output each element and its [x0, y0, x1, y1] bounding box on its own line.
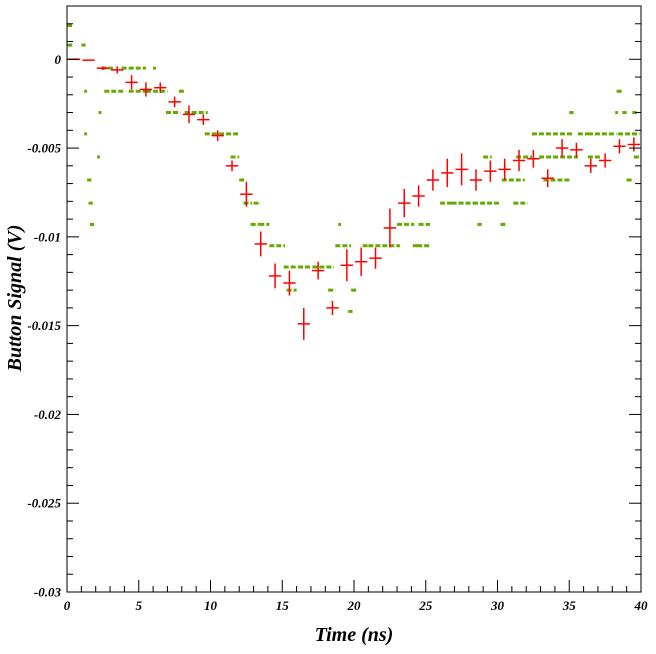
mean-point [297, 307, 310, 340]
y-tick-label: -0.025 [27, 496, 61, 511]
x-tick-label: 0 [64, 598, 71, 613]
y-tick-label: 0 [55, 52, 62, 67]
mean-point [383, 208, 397, 248]
mean-point [469, 169, 483, 191]
mean-point [584, 158, 597, 173]
mean-point [197, 114, 210, 125]
y-tick-label: -0.03 [34, 585, 62, 600]
mean-point [211, 130, 224, 141]
mean-point [512, 149, 526, 172]
x-tick-label: 10 [204, 598, 218, 613]
mean-point [154, 82, 167, 94]
x-tick-label: 25 [418, 598, 433, 613]
mean-point [455, 153, 468, 186]
x-tick-label: 5 [136, 598, 143, 613]
mean-point [96, 66, 110, 70]
mean-point [125, 75, 138, 90]
y-tick-label: -0.015 [27, 318, 61, 333]
mean-point [627, 137, 640, 152]
y-tick-label: -0.005 [27, 141, 61, 156]
axes: 0 5 10 15 20 25 30 35 40 0 -0.005 -0.01 -0.015 -0.02 -… [27, 5, 649, 613]
mean-point [412, 185, 425, 207]
x-axis-title: Time (ns) [315, 624, 394, 646]
mean-point [484, 160, 497, 182]
y-tick-label: -0.02 [34, 407, 62, 422]
x-tick-label: 20 [347, 598, 362, 613]
mean-point [527, 149, 540, 168]
mean-point [570, 142, 583, 157]
mean-point [168, 96, 181, 108]
mean-point [441, 158, 454, 188]
mean-point [254, 231, 267, 257]
mean-point [398, 188, 411, 218]
mean-point [139, 82, 153, 97]
mean-point [498, 158, 511, 181]
x-tick-label: 35 [562, 598, 577, 613]
x-tick-label: 15 [276, 598, 290, 613]
mean-point [326, 300, 339, 315]
mean-point [555, 139, 569, 157]
mean-point [283, 270, 296, 296]
y-axis-title: Button Signal (V) [4, 225, 26, 373]
mean-point [268, 263, 282, 289]
mean-point [355, 247, 368, 276]
y-tick-label: -0.01 [34, 229, 61, 244]
x-tick-label: 40 [634, 598, 649, 613]
mean-point [225, 160, 239, 172]
mean-point [340, 249, 353, 282]
mean-point [613, 139, 626, 154]
mean-points-layer [68, 58, 640, 340]
mean-point [111, 66, 124, 74]
mean-point [311, 261, 325, 280]
mean-point [598, 153, 612, 168]
x-tick-label: 30 [490, 598, 505, 613]
mean-point [240, 181, 253, 207]
mean-point [369, 247, 382, 269]
mean-point [541, 169, 554, 188]
mean-point [182, 105, 196, 124]
mean-point [426, 169, 440, 191]
